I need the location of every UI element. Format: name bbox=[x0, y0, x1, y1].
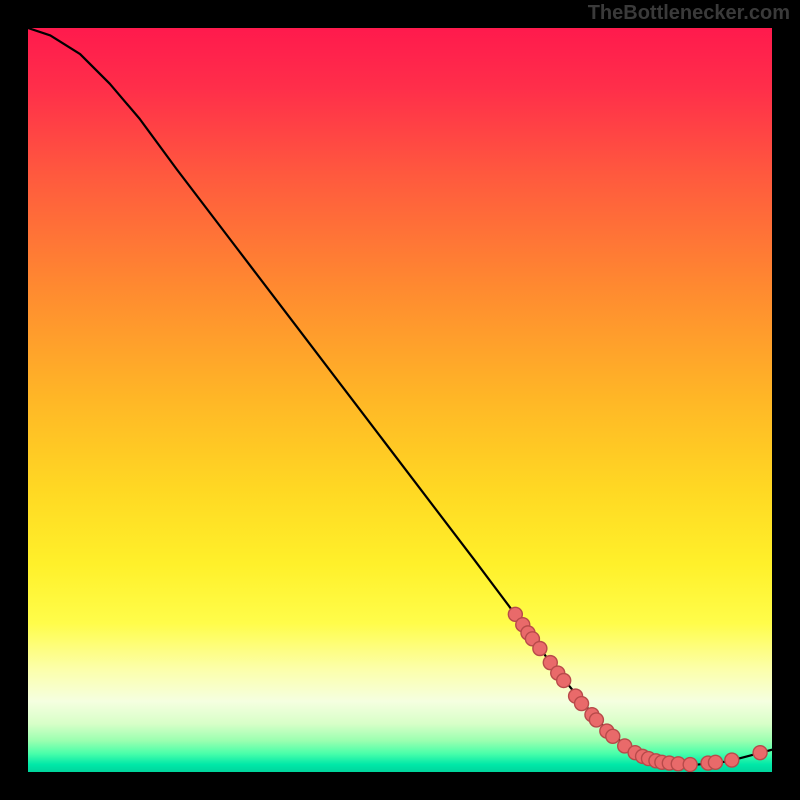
chart-marker bbox=[533, 642, 547, 656]
chart-marker bbox=[575, 697, 589, 711]
chart-marker bbox=[708, 755, 722, 769]
chart-svg bbox=[28, 28, 772, 772]
watermark-text: TheBottlenecker.com bbox=[588, 2, 790, 25]
chart-marker bbox=[589, 713, 603, 727]
chart-marker bbox=[606, 729, 620, 743]
chart-marker bbox=[557, 673, 571, 687]
chart-plot-area bbox=[28, 28, 772, 772]
chart-background bbox=[28, 28, 772, 772]
chart-marker bbox=[683, 758, 697, 772]
chart-marker bbox=[725, 753, 739, 767]
chart-marker bbox=[753, 746, 767, 760]
